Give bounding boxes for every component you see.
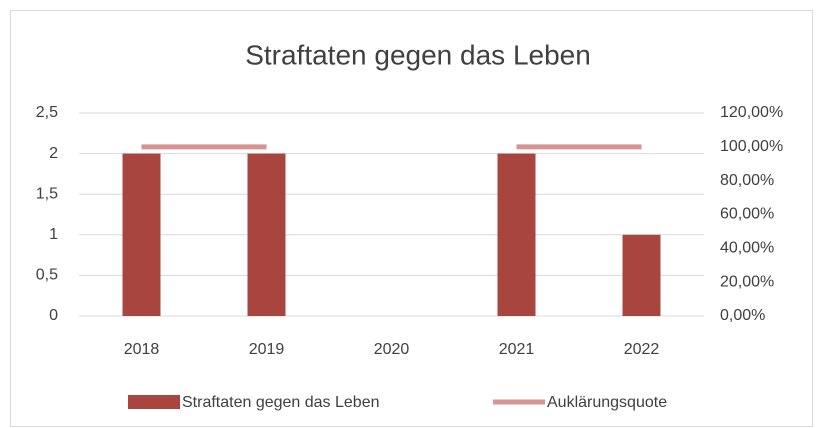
chart-title: Straftaten gegen das Leben bbox=[245, 39, 591, 70]
legend-label: Auklärungsquote bbox=[547, 394, 667, 411]
y-tick-label: 2,5 bbox=[36, 104, 58, 121]
y2-tick-label: 100,00% bbox=[720, 138, 783, 155]
y2-tick-label: 40,00% bbox=[720, 240, 774, 257]
bar bbox=[622, 234, 661, 316]
y2-tick-label: 20,00% bbox=[720, 273, 774, 290]
x-tick-label: 2019 bbox=[249, 341, 285, 358]
x-tick-label: 2022 bbox=[624, 341, 660, 358]
y2-tick-label: 60,00% bbox=[720, 206, 774, 223]
legend-swatch bbox=[128, 395, 180, 409]
bar bbox=[122, 153, 161, 316]
y-tick-label: 1,5 bbox=[36, 185, 58, 202]
bar bbox=[497, 153, 536, 316]
y2-tick-label: 120,00% bbox=[720, 104, 783, 121]
legend-label: Straftaten gegen das Leben bbox=[182, 394, 380, 411]
y2-tick-label: 0,00% bbox=[720, 307, 765, 324]
x-tick-label: 2021 bbox=[499, 341, 535, 358]
y-tick-label: 1 bbox=[49, 226, 58, 243]
x-tick-label: 2020 bbox=[374, 341, 410, 358]
y-tick-label: 0,5 bbox=[36, 267, 58, 284]
y-tick-label: 0 bbox=[49, 307, 58, 324]
y-tick-label: 2 bbox=[49, 145, 58, 162]
y2-tick-label: 80,00% bbox=[720, 172, 774, 189]
bar bbox=[247, 153, 286, 316]
x-tick-label: 2018 bbox=[124, 341, 160, 358]
